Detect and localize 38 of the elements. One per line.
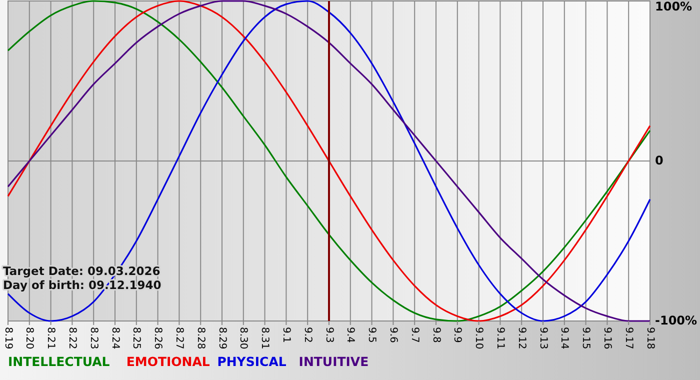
x-tick-label: 8.27 bbox=[173, 327, 184, 350]
x-tick-label: 9.5 bbox=[366, 327, 378, 343]
x-tick-label: 8.24 bbox=[109, 327, 120, 350]
x-tick-label: 8.22 bbox=[66, 327, 78, 350]
x-tick-label: 9.2 bbox=[302, 327, 313, 343]
x-tick-label: 9.4 bbox=[344, 327, 356, 343]
x-tick-label: 8.26 bbox=[152, 327, 164, 350]
x-tick-label: 9.7 bbox=[408, 327, 420, 343]
x-tick-label: 9.13 bbox=[537, 327, 548, 350]
x-tick-label: 9.6 bbox=[387, 327, 398, 343]
x-tick-label: 8.30 bbox=[238, 327, 249, 350]
x-tick-label: 9.8 bbox=[430, 327, 442, 343]
x-tick-label: 8.23 bbox=[88, 327, 99, 350]
text: EMOTIONAL bbox=[126, 354, 210, 369]
x-tick-label: 9.15 bbox=[580, 327, 592, 350]
x-tick-label: 8.19 bbox=[2, 327, 14, 350]
x-tick-label: 9.17 bbox=[622, 327, 634, 350]
y-tick-label: 0 bbox=[655, 153, 664, 168]
x-tick-label: 8.20 bbox=[24, 327, 35, 350]
x-tick-label: 9.18 bbox=[644, 327, 656, 350]
x-tick-label: 8.31 bbox=[259, 327, 270, 350]
y-tick-label: -100% bbox=[655, 313, 698, 328]
x-tick-label: 9.10 bbox=[473, 327, 484, 350]
x-tick-label: 9.3 bbox=[323, 327, 334, 343]
text: INTELLECTUAL bbox=[8, 354, 110, 369]
x-tick-label: 9.16 bbox=[601, 327, 612, 350]
x-tick-label: 8.28 bbox=[194, 327, 206, 350]
x-tick-label: 8.21 bbox=[45, 327, 56, 350]
x-tick-label: 9.1 bbox=[280, 327, 292, 343]
x-tick-label: 9.11 bbox=[494, 327, 506, 350]
x-tick-label: 9.9 bbox=[452, 327, 463, 343]
x-tick-label: 9.12 bbox=[516, 327, 527, 350]
text: INTUITIVE bbox=[298, 354, 369, 369]
x-tick-label: 8.29 bbox=[216, 327, 228, 350]
x-tick-label: 9.14 bbox=[558, 327, 570, 350]
y-tick-label: 100% bbox=[655, 0, 692, 14]
text: PHYSICAL bbox=[217, 354, 286, 369]
x-tick-label: 8.25 bbox=[130, 327, 142, 350]
